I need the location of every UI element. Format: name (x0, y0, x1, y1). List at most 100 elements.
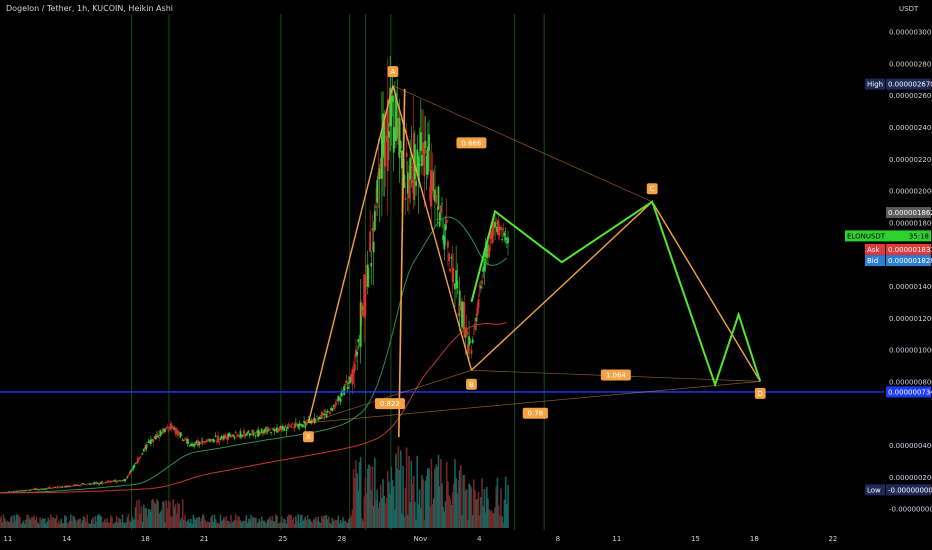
volume-bar (142, 504, 145, 528)
candle-body (485, 249, 488, 258)
candle-body (149, 439, 152, 444)
candle-body (120, 480, 123, 482)
volume-bar (188, 522, 191, 528)
candle-body (29, 489, 32, 491)
volume-bar (383, 495, 386, 528)
candle-body (428, 134, 430, 151)
candle-body (277, 429, 280, 432)
volume-bar (122, 522, 125, 528)
volume-bar (148, 509, 151, 528)
candle-body (129, 470, 132, 473)
candle-body (403, 174, 406, 188)
candle-body (459, 300, 462, 311)
volume-bar (349, 517, 351, 528)
candle-body (12, 491, 14, 493)
volume-bar (442, 506, 444, 528)
candle-body (247, 431, 250, 432)
candle-body (239, 431, 242, 438)
volume-bar (210, 517, 212, 528)
volume-bar (224, 520, 226, 528)
projection-line (470, 200, 762, 388)
volume-bar (303, 519, 305, 528)
volume-bar (231, 522, 233, 528)
volume-bar (411, 484, 414, 528)
candle-body (154, 435, 157, 440)
volume-bar (163, 501, 165, 528)
candle-body (462, 307, 465, 324)
volume-bar (54, 518, 57, 528)
volume-bar (180, 517, 183, 528)
volume-bar (458, 470, 461, 528)
volume-bar (451, 492, 454, 528)
candle-body (98, 483, 100, 485)
candle-body (450, 256, 453, 259)
candle-body (36, 489, 39, 490)
label-c: C (650, 185, 655, 193)
candle-body (296, 423, 298, 426)
candle-body (437, 186, 440, 210)
price-axis[interactable]: 0.000003000 0.000002800 0.000002600 0.00000… (889, 29, 932, 514)
x-tick-label: 18 (750, 535, 759, 543)
volume-bar (295, 516, 297, 528)
volume-bar (239, 520, 242, 528)
volume-bar (262, 520, 264, 528)
volume-bar (10, 515, 13, 528)
candle-body (410, 167, 413, 168)
candle-body (502, 229, 505, 231)
volume-bar (73, 516, 76, 528)
candle-body (293, 423, 296, 429)
volume-bar (144, 508, 146, 528)
volume-bar (378, 502, 381, 528)
candle-body (343, 386, 346, 396)
volume-bar (65, 516, 67, 528)
volume-bar (101, 522, 104, 528)
volume-bar (396, 469, 399, 528)
ratio-0666-bg (456, 137, 487, 149)
label-x: X (306, 433, 311, 441)
candle-body (430, 170, 433, 207)
volume-bar (302, 521, 304, 528)
candle-body (436, 219, 439, 220)
volume-bar (0, 516, 2, 528)
candle-body (332, 405, 335, 407)
volume-bar (120, 522, 123, 528)
candle-body (197, 440, 199, 447)
candle-body (373, 211, 376, 231)
volume-bar (46, 521, 48, 528)
volume-bar (42, 518, 45, 528)
candle-body (284, 425, 287, 428)
candle-body (298, 423, 301, 426)
x-tick-label: 28 (337, 535, 346, 543)
volume-bar (419, 508, 422, 528)
volume-bar (371, 466, 374, 528)
volume-bar (20, 523, 23, 528)
volume-bar (366, 468, 369, 528)
volume-bars (0, 446, 509, 528)
volume-bar (86, 514, 89, 528)
volume-bar (2, 514, 5, 528)
volume-bar (233, 520, 236, 528)
volume-bar (165, 500, 167, 528)
price-badge-bg (886, 386, 931, 398)
candle-body (500, 226, 502, 230)
candle-body (357, 339, 360, 342)
volume-bar (264, 522, 266, 528)
volume-bar (270, 520, 272, 528)
time-axis[interactable]: 11 14 18 21 25 28 Nov 4 8 11 15 18 22 (3, 535, 837, 543)
candle-body (21, 490, 24, 492)
candle-body (285, 429, 288, 431)
candle-body (152, 439, 155, 443)
candle-body (144, 447, 146, 449)
volume-bar (311, 522, 314, 528)
volume-bar (376, 490, 378, 528)
volume-bar (275, 514, 277, 528)
candle-body (409, 157, 412, 180)
volume-bar (391, 479, 394, 528)
candle-body (243, 430, 245, 435)
volume-bar (407, 514, 409, 528)
volume-bar (82, 516, 85, 528)
candle-body (215, 440, 218, 442)
ratio-1064-bg (600, 369, 631, 381)
volume-bar (267, 518, 270, 528)
